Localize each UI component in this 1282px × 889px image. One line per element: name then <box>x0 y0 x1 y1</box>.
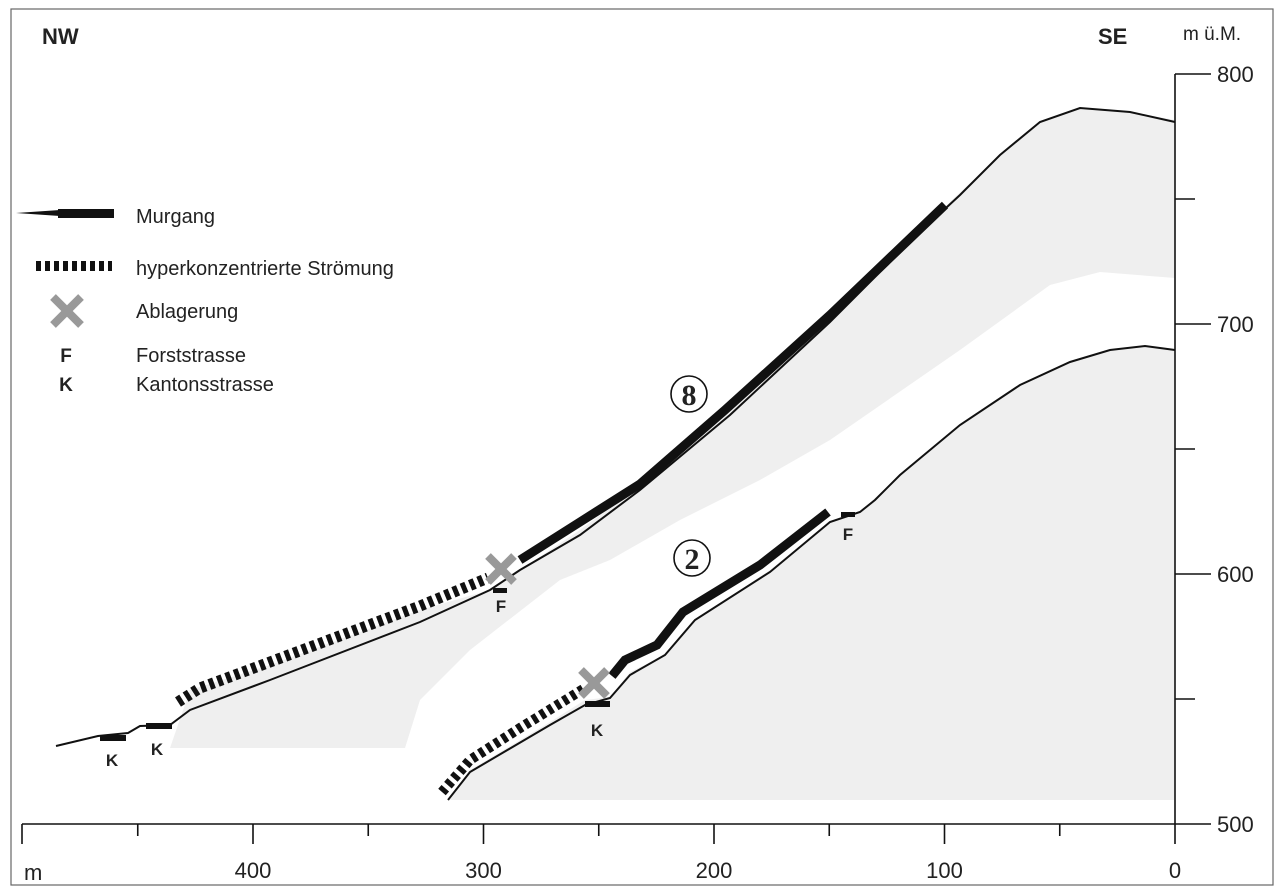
y-tick-label: 800 <box>1217 62 1254 87</box>
upper-profile-terrain <box>170 108 1175 748</box>
x-tick-label: 400 <box>235 858 272 883</box>
x-tick-label: 100 <box>926 858 963 883</box>
y-axis: 800 700 600 500 <box>1174 62 1254 837</box>
x-tick-label: 0 <box>1169 858 1181 883</box>
x-tick-label: 300 <box>465 858 502 883</box>
legend-hyper-label: hyperkonzentrierte Strömung <box>136 258 394 280</box>
figure-frame <box>10 8 1274 886</box>
legend-ablagerung-label: Ablagerung <box>136 301 238 323</box>
lower-profile-terrain <box>450 346 1175 800</box>
y-tick-label: 500 <box>1217 812 1254 837</box>
x-tick-label: 200 <box>696 858 733 883</box>
deposit-marker-lower <box>578 667 610 699</box>
profile-label-2-text: 2 <box>685 543 700 576</box>
legend-forst-symbol: F <box>60 346 72 367</box>
hyper-flow-upper <box>175 572 491 707</box>
x-axis: 400 300 200 100 0 <box>21 823 1181 883</box>
legend-forst-label: Forststrasse <box>136 345 246 367</box>
profile-label-8-text: 8 <box>682 379 697 412</box>
road-f-lower <box>841 512 855 517</box>
y-axis-unit: m ü.M. <box>1183 24 1241 45</box>
legend-kanton-label: Kantonsstrasse <box>136 374 274 396</box>
direction-se: SE <box>1098 24 1127 49</box>
road-k1-label: K <box>106 751 119 770</box>
hyper-flow-lower <box>438 683 588 796</box>
direction-nw: NW <box>42 24 79 49</box>
road-k1 <box>100 735 126 741</box>
y-tick-label: 700 <box>1217 312 1254 337</box>
profile-label-2: 2 <box>673 539 711 577</box>
murgang-upper <box>517 201 949 564</box>
x-axis-unit: m <box>24 860 42 885</box>
legend-kanton-symbol: K <box>59 375 73 396</box>
road-f-lower-label: F <box>843 525 853 544</box>
road-f-upper <box>493 588 507 593</box>
legend-ablagerung-symbol <box>50 294 84 328</box>
road-k-lower <box>585 701 610 707</box>
road-k2-label: K <box>151 740 164 759</box>
y-tick-label: 600 <box>1217 562 1254 587</box>
road-f-upper-label: F <box>496 597 506 616</box>
legend: Murgang hyperkonzentrierte Strömung Abla… <box>16 206 394 396</box>
legend-murgang-symbol <box>16 209 114 218</box>
road-k2 <box>146 723 172 729</box>
murgang-lower <box>608 508 831 679</box>
profile-label-8: 8 <box>670 375 708 413</box>
deposit-marker-upper <box>485 553 517 585</box>
road-k-lower-label: K <box>591 721 604 740</box>
legend-murgang-label: Murgang <box>136 206 215 228</box>
